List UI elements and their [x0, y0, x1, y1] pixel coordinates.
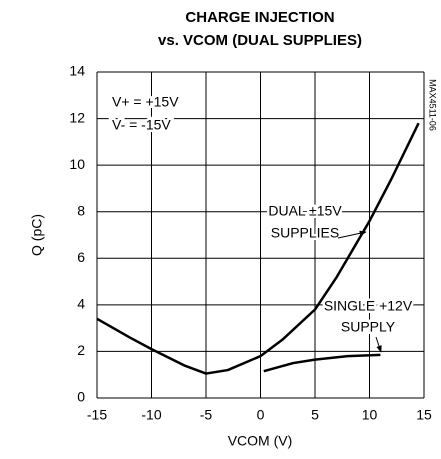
- annotation: SINGLE +12V: [324, 298, 413, 314]
- x-tick-label: 0: [257, 407, 265, 423]
- line: [96, 122, 420, 375]
- y-tick-label: 12: [69, 109, 85, 125]
- y-tick-label: 14: [69, 63, 85, 79]
- x-tick-label: -15: [87, 407, 107, 423]
- y-tick-label: 6: [77, 249, 85, 265]
- x-axis-label: VCOM (V): [228, 433, 293, 449]
- annotation: SUPPLY: [341, 319, 396, 335]
- y-tick-label: 10: [69, 156, 85, 172]
- y-axis-label: Q (pC): [29, 214, 45, 256]
- arrow: [337, 230, 367, 239]
- x-tick-label: 10: [362, 407, 378, 423]
- annotation: MAX4511-06: [428, 79, 438, 131]
- arrow: [375, 336, 382, 353]
- chart-title: CHARGE INJECTION: [185, 9, 334, 26]
- y-tick-label: 8: [77, 202, 85, 218]
- x-tick-label: -10: [141, 407, 161, 423]
- annotation: DUAL ±15V: [268, 203, 342, 219]
- y-tick-label: 0: [77, 389, 85, 405]
- x-tick-label: 15: [416, 407, 432, 423]
- annotation: SUPPLIES: [271, 225, 339, 241]
- annotation: V+ = +15V: [112, 94, 179, 110]
- chart-title: vs. VCOM (DUAL SUPPLIES): [158, 32, 362, 49]
- annotation: V- = -15V: [112, 117, 171, 133]
- x-tick-label: -5: [200, 407, 213, 423]
- y-tick-label: 4: [77, 296, 85, 312]
- x-tick-label: 5: [311, 407, 319, 423]
- line: [263, 353, 381, 373]
- y-tick-label: 2: [77, 342, 85, 358]
